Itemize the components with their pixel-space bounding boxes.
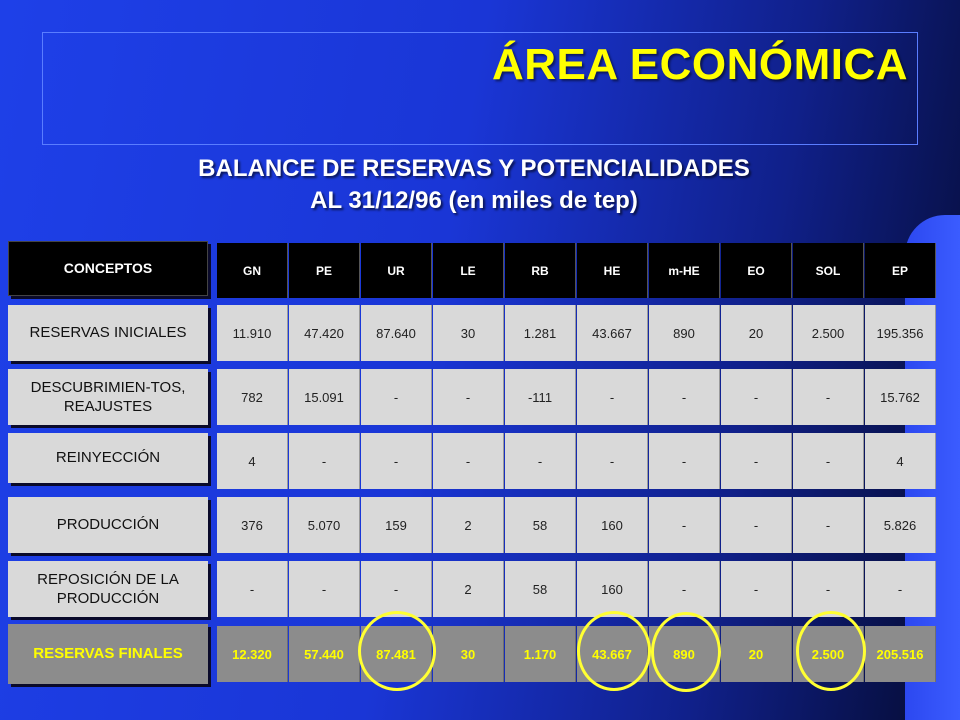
row-label: REINYECCIÓN: [8, 433, 208, 483]
column-header-gn: GN: [217, 243, 288, 298]
row-label-text: REINYECCIÓN: [55, 449, 161, 467]
table-cell: -: [649, 561, 720, 617]
column-header-ur: UR: [361, 243, 432, 298]
table-cell: -: [505, 433, 576, 489]
table-cell: 12.320: [217, 626, 288, 682]
table-cell: -: [649, 369, 720, 425]
row-label: PRODUCCIÓN: [8, 497, 208, 553]
table-cell: 160: [577, 497, 648, 553]
subtitle-line-1: BALANCE DE RESERVAS Y POTENCIALIDADES: [198, 155, 750, 182]
table-cell: 890: [649, 305, 720, 361]
row-label-text: RESERVAS FINALES: [33, 645, 183, 663]
table-cell: 782: [217, 369, 288, 425]
table-cell: 58: [505, 561, 576, 617]
table-cell: 87.640: [361, 305, 432, 361]
table-cell: -: [361, 369, 432, 425]
column-header-pe: PE: [289, 243, 360, 298]
table-cell: 890: [649, 626, 720, 682]
table-cell: 57.440: [289, 626, 360, 682]
table-cell: -: [433, 369, 504, 425]
table-cell: 58: [505, 497, 576, 553]
table-cell: -: [361, 433, 432, 489]
table-cell: 15.091: [289, 369, 360, 425]
table-cell: 5.070: [289, 497, 360, 553]
table-cell: -: [649, 497, 720, 553]
table-cell: -: [721, 561, 792, 617]
table-cell: -: [793, 433, 864, 489]
table-cell: 43.667: [577, 626, 648, 682]
table-cell: -: [361, 561, 432, 617]
table-cell: 1.281: [505, 305, 576, 361]
table-cell: 160: [577, 561, 648, 617]
table-cell: 2.500: [793, 305, 864, 361]
table-cell: 4: [217, 433, 288, 489]
subtitle-line-2: AL 31/12/96 (en miles de tep): [310, 187, 638, 214]
table-cell: 376: [217, 497, 288, 553]
table-cell: 20: [721, 626, 792, 682]
table-cell: 2.500: [793, 626, 864, 682]
row-label: DESCUBRIMIEN-TOS, REAJUSTES: [8, 369, 208, 425]
table-cell: 205.516: [865, 626, 936, 682]
concepts-header: CONCEPTOS: [8, 241, 208, 296]
table-cell: 159: [361, 497, 432, 553]
table-cell: -: [793, 561, 864, 617]
row-label: RESERVAS INICIALES: [8, 305, 208, 361]
table-cell: 87.481: [361, 626, 432, 682]
column-header-he: HE: [577, 243, 648, 298]
column-header-ep: EP: [865, 243, 936, 298]
table-cell: -: [721, 369, 792, 425]
column-header-eo: EO: [721, 243, 792, 298]
table-cell: 195.356: [865, 305, 936, 361]
row-label-text: REPOSICIÓN DE LA PRODUCCIÓN: [37, 570, 179, 608]
table-cell: 11.910: [217, 305, 288, 361]
title-frame: [42, 32, 918, 145]
column-header-m-he: m-HE: [649, 243, 720, 298]
table-cell: 5.826: [865, 497, 936, 553]
table-cell: -: [577, 433, 648, 489]
table-cell: 15.762: [865, 369, 936, 425]
table-cell: 43.667: [577, 305, 648, 361]
table-cell: -111: [505, 369, 576, 425]
column-header-rb: RB: [505, 243, 576, 298]
row-label-text: DESCUBRIMIEN-TOS, REAJUSTES: [30, 378, 186, 416]
column-header-sol: SOL: [793, 243, 864, 298]
table-cell: -: [289, 561, 360, 617]
table-cell: -: [577, 369, 648, 425]
table-cell: 1.170: [505, 626, 576, 682]
row-label-text: RESERVAS INICIALES: [29, 324, 187, 342]
row-label: RESERVAS FINALES: [8, 624, 208, 684]
table-cell: 2: [433, 561, 504, 617]
table-cell: 4: [865, 433, 936, 489]
table-cell: -: [721, 433, 792, 489]
row-label-text: PRODUCCIÓN: [56, 516, 160, 534]
page-title: ÁREA ECONÓMICA: [491, 40, 908, 89]
table-cell: 2: [433, 497, 504, 553]
column-header-le: LE: [433, 243, 504, 298]
table-cell: -: [433, 433, 504, 489]
row-label: REPOSICIÓN DE LA PRODUCCIÓN: [8, 561, 208, 617]
table-cell: 20: [721, 305, 792, 361]
table-cell: 47.420: [289, 305, 360, 361]
table-cell: -: [721, 497, 792, 553]
table-cell: -: [217, 561, 288, 617]
table-cell: 30: [433, 626, 504, 682]
table-cell: 30: [433, 305, 504, 361]
table-cell: -: [793, 369, 864, 425]
table-cell: -: [289, 433, 360, 489]
table-cell: -: [793, 497, 864, 553]
table-cell: -: [649, 433, 720, 489]
table-cell: -: [865, 561, 936, 617]
